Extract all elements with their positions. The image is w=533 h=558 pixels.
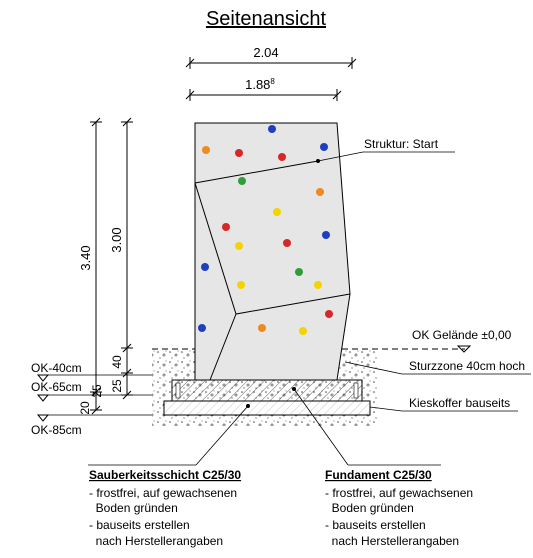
boulder-block bbox=[194, 122, 351, 381]
height-label-block: 3.00 bbox=[109, 227, 124, 252]
depth-label-20: 20 bbox=[78, 401, 92, 415]
level-marker-ok85: OK-85cm bbox=[31, 414, 152, 437]
blinding-layer-fill bbox=[164, 401, 370, 415]
hold-yellow bbox=[237, 281, 245, 289]
hold-yellow bbox=[235, 242, 243, 250]
level-marker-ok65: OK-65cm bbox=[31, 380, 152, 402]
note-fundament-line: nach Herstellerangaben bbox=[325, 534, 459, 548]
hold-red bbox=[222, 223, 230, 231]
height-label-total: 3.40 bbox=[78, 245, 93, 270]
callout-sturzzone: Sturzzone 40cm hoch bbox=[344, 359, 531, 375]
ground-level-marker bbox=[456, 345, 472, 353]
depth-label-40: 40 bbox=[110, 355, 124, 369]
level-label-ok65: OK-65cm bbox=[31, 380, 82, 394]
note-sauberkeitsschicht: Sauberkeitsschicht C25/30 - frostfrei, a… bbox=[89, 468, 241, 548]
hold-green bbox=[238, 177, 246, 185]
note-fundament-line: Boden gründen bbox=[325, 501, 414, 515]
level-label-ok85: OK-85cm bbox=[31, 423, 82, 437]
note-fundament-heading: Fundament C25/30 bbox=[325, 468, 432, 482]
note-sauberkeit-line: - frostfrei, auf gewachsenen bbox=[89, 486, 237, 500]
view-title: Seitenansicht bbox=[206, 8, 327, 30]
hold-red bbox=[283, 239, 291, 247]
leader-fundament bbox=[292, 387, 441, 466]
callout-ok-gelaende-label: OK Gelände ±0,00 bbox=[412, 328, 512, 342]
foundation-inner-left bbox=[175, 382, 181, 399]
level-marker-ok40: OK-40cm bbox=[31, 361, 152, 382]
width-dimension-top bbox=[185, 57, 357, 69]
hold-blue bbox=[198, 324, 206, 332]
note-fundament-line: - bauseits erstellen bbox=[325, 518, 426, 532]
leader-sauberkeitsschicht bbox=[88, 404, 250, 466]
callout-sturzzone-label: Sturzzone 40cm hoch bbox=[409, 359, 525, 373]
note-fundament: Fundament C25/30 - frostfrei, auf gewach… bbox=[325, 468, 473, 548]
foundation bbox=[171, 379, 363, 402]
depth-label-25: 25 bbox=[110, 379, 124, 393]
boulder-structure-line-3 bbox=[209, 313, 237, 381]
hold-yellow bbox=[314, 281, 322, 289]
hold-blue bbox=[201, 263, 209, 271]
note-sauberkeit-heading: Sauberkeitsschicht C25/30 bbox=[89, 468, 241, 482]
depth-label-25b: 25 bbox=[90, 384, 104, 398]
hold-red bbox=[278, 153, 286, 161]
width-dimension-inner bbox=[185, 89, 342, 101]
hold-blue bbox=[320, 143, 328, 151]
foundation-inner-right bbox=[353, 382, 359, 399]
climbing-holds bbox=[198, 125, 333, 335]
hold-red bbox=[325, 310, 333, 318]
hold-orange bbox=[316, 188, 324, 196]
note-fundament-line: - frostfrei, auf gewachsenen bbox=[325, 486, 473, 500]
height-dimension-total bbox=[90, 117, 102, 415]
hold-orange bbox=[258, 324, 266, 332]
width-label-inner: 1.888 bbox=[245, 77, 275, 92]
hold-red bbox=[235, 149, 243, 157]
callout-kieskoffer-label: Kieskoffer bauseits bbox=[409, 396, 510, 410]
boulder-structure-line-1 bbox=[194, 160, 319, 184]
note-sauberkeit-line: - bauseits erstellen bbox=[89, 518, 190, 532]
hold-yellow bbox=[299, 327, 307, 335]
callout-struktur-label: Struktur: Start bbox=[364, 137, 439, 151]
width-label-top: 2.04 bbox=[253, 45, 278, 60]
note-sauberkeit-line: Boden gründen bbox=[89, 501, 178, 515]
callout-struktur: Struktur: Start bbox=[316, 137, 455, 163]
hold-green bbox=[295, 268, 303, 276]
hold-yellow bbox=[273, 208, 281, 216]
hold-blue bbox=[322, 231, 330, 239]
callout-kieskoffer: Kieskoffer bauseits bbox=[369, 396, 518, 412]
hold-blue bbox=[268, 125, 276, 133]
note-sauberkeit-line: nach Herstellerangaben bbox=[89, 534, 223, 548]
hold-orange bbox=[202, 146, 210, 154]
level-label-ok40: OK-40cm bbox=[31, 361, 82, 375]
